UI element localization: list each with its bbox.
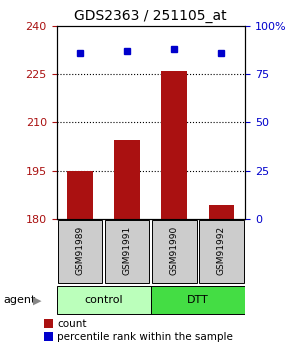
FancyBboxPatch shape xyxy=(58,220,102,283)
Text: GSM91989: GSM91989 xyxy=(76,226,85,275)
FancyBboxPatch shape xyxy=(105,220,149,283)
Title: GDS2363 / 251105_at: GDS2363 / 251105_at xyxy=(75,9,227,23)
FancyBboxPatch shape xyxy=(152,220,197,283)
Text: ▶: ▶ xyxy=(33,295,42,305)
Bar xyxy=(44,332,53,341)
Bar xyxy=(67,171,93,219)
Bar xyxy=(44,319,53,328)
Bar xyxy=(114,140,140,219)
Bar xyxy=(162,71,187,219)
FancyBboxPatch shape xyxy=(151,286,245,314)
FancyBboxPatch shape xyxy=(57,286,151,314)
Text: agent: agent xyxy=(3,295,35,305)
Text: count: count xyxy=(57,319,87,329)
Text: percentile rank within the sample: percentile rank within the sample xyxy=(57,332,233,342)
Bar xyxy=(209,205,234,219)
Text: DTT: DTT xyxy=(187,295,209,305)
Text: GSM91991: GSM91991 xyxy=(123,226,132,275)
Text: GSM91992: GSM91992 xyxy=(217,226,226,275)
Text: control: control xyxy=(84,295,123,305)
Text: GSM91990: GSM91990 xyxy=(170,226,179,275)
FancyBboxPatch shape xyxy=(199,220,244,283)
